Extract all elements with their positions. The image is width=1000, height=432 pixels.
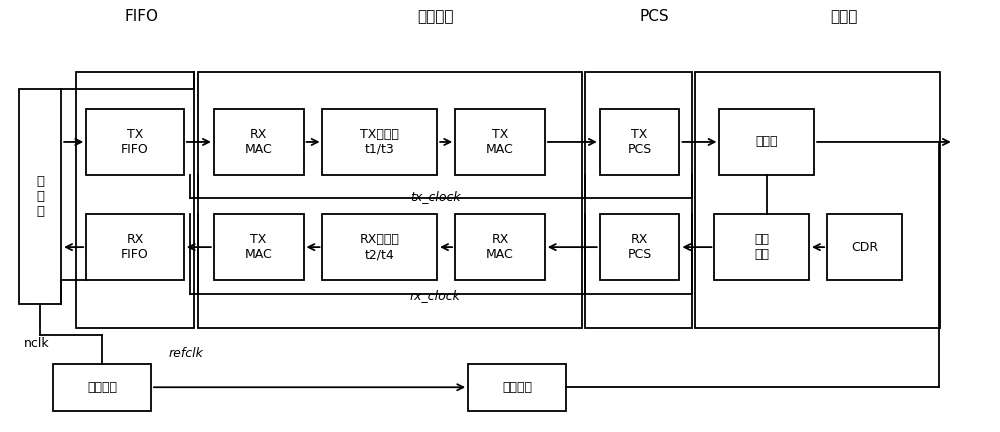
Bar <box>214 214 304 280</box>
Bar <box>695 72 940 327</box>
Bar <box>585 72 692 327</box>
Text: TX
PCS: TX PCS <box>627 128 652 156</box>
Text: nclk: nclk <box>24 337 50 350</box>
Text: RX
FIFO: RX FIFO <box>121 233 149 261</box>
Text: TX
FIFO: TX FIFO <box>121 128 149 156</box>
Text: TX时间戳
t1/t3: TX时间戳 t1/t3 <box>360 128 399 156</box>
Text: tx_clock: tx_clock <box>410 190 460 203</box>
Text: 串行器: 串行器 <box>756 136 778 149</box>
Bar <box>53 364 151 411</box>
Bar <box>86 109 184 175</box>
Bar <box>198 72 582 327</box>
Text: rx_clock: rx_clock <box>410 289 461 302</box>
Bar <box>600 214 679 280</box>
Bar <box>827 214 902 280</box>
Text: 系
统
侧: 系 统 侧 <box>36 175 44 218</box>
Bar <box>76 72 194 327</box>
Bar <box>455 214 545 280</box>
Text: 内部时钟: 内部时钟 <box>502 381 532 394</box>
Text: TX
MAC: TX MAC <box>245 233 273 261</box>
Text: PCS: PCS <box>640 9 669 24</box>
Text: RX时间戳
t2/t4: RX时间戳 t2/t4 <box>360 233 400 261</box>
Text: 时钟处理: 时钟处理 <box>417 9 453 24</box>
Text: 外部时钟: 外部时钟 <box>87 381 117 394</box>
Bar <box>19 89 61 304</box>
Text: RX
MAC: RX MAC <box>245 128 273 156</box>
Text: FIFO: FIFO <box>124 9 158 24</box>
Bar <box>600 109 679 175</box>
Text: RX
PCS: RX PCS <box>627 233 652 261</box>
Bar <box>322 109 437 175</box>
Text: 解串
行器: 解串 行器 <box>754 233 769 261</box>
Text: refclk: refclk <box>169 347 204 360</box>
Bar <box>714 214 809 280</box>
Bar <box>322 214 437 280</box>
Bar <box>719 109 814 175</box>
Text: RX
MAC: RX MAC <box>486 233 514 261</box>
Bar <box>468 364 566 411</box>
Text: CDR: CDR <box>851 241 878 254</box>
Bar <box>455 109 545 175</box>
Bar <box>86 214 184 280</box>
Bar <box>214 109 304 175</box>
Text: 收发器: 收发器 <box>830 9 858 24</box>
Text: TX
MAC: TX MAC <box>486 128 514 156</box>
